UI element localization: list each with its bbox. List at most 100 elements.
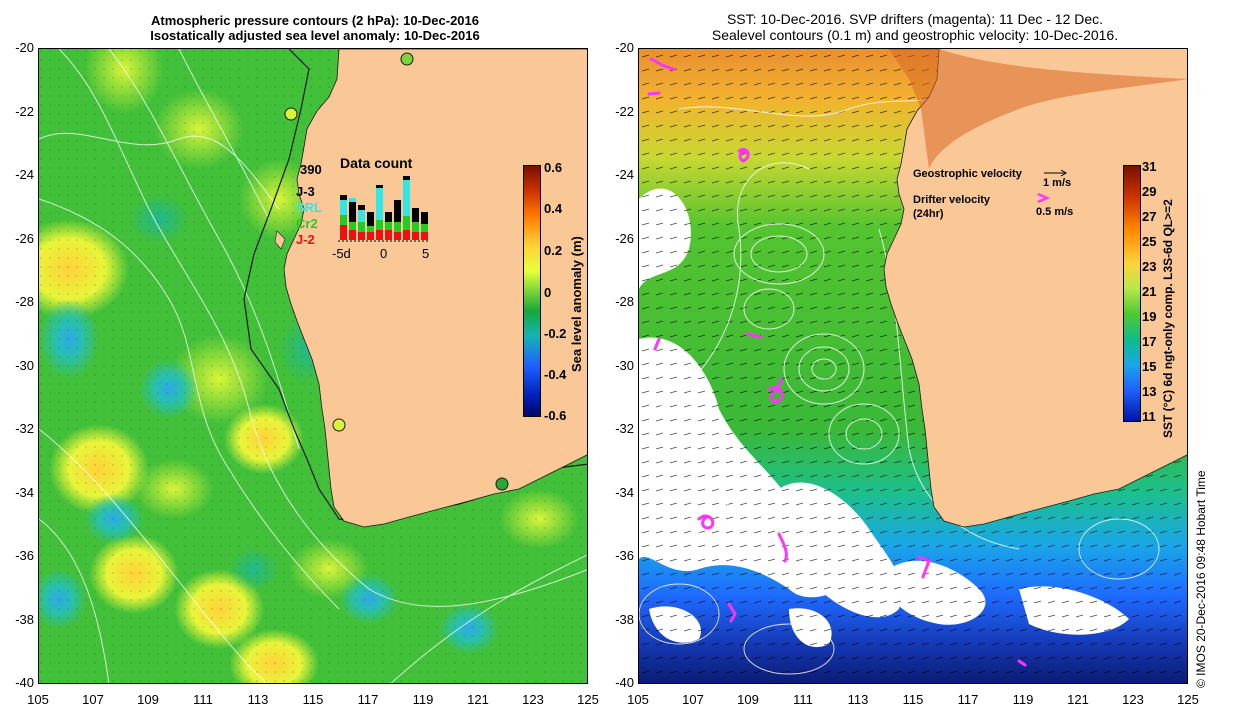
legend-j3: J-3 xyxy=(296,184,315,199)
sla-tick-3: 0 xyxy=(544,285,552,300)
sla-colorbar xyxy=(523,165,541,417)
left-xlabel-8: 121 xyxy=(467,692,489,707)
left-xlabel-9: 123 xyxy=(522,692,544,707)
right-title-line1: SST: 10-Dec-2016. SVP drifters (magenta)… xyxy=(726,11,1104,27)
right-xlabel-2: 109 xyxy=(737,692,759,707)
drifter-track-4 xyxy=(697,514,715,530)
bar-day-m1 xyxy=(376,185,383,240)
legend-cr2: Cr2 xyxy=(296,216,318,231)
right-xlabel-3: 111 xyxy=(793,692,813,707)
left-ylabel-0: -20 xyxy=(15,40,34,55)
bar-day-m2 xyxy=(367,212,374,240)
left-ylabel-1: -22 xyxy=(15,104,34,119)
sla-tick-2: 0.2 xyxy=(544,243,563,258)
drifter-track-2 xyxy=(737,147,750,163)
left-xlabel-7: 119 xyxy=(412,692,434,707)
sla-tick-4: -0.2 xyxy=(544,326,567,341)
left-xlabel-1: 107 xyxy=(82,692,104,707)
tide-gauge-markers xyxy=(284,52,509,491)
sst-tick-7: 17 xyxy=(1142,334,1157,349)
hist-xlabel-0: 0 xyxy=(380,246,388,261)
drifter-track-8 xyxy=(917,555,931,579)
sla-tick-6: -0.6 xyxy=(544,408,567,423)
data-count-bars xyxy=(338,176,430,242)
right-ylabel-8: -36 xyxy=(615,548,634,563)
sst-tick-5: 21 xyxy=(1142,284,1157,299)
right-ylabel-2: -24 xyxy=(615,167,634,182)
left-xlabel-6: 117 xyxy=(357,692,379,707)
data-count-total: 390 xyxy=(300,162,322,177)
right-ylabel-10: -40 xyxy=(615,675,634,690)
pressure-contours xyxy=(39,49,587,683)
bar-day-0 xyxy=(385,212,392,240)
right-title-line2: Sealevel contours (0.1 m) and geostrophi… xyxy=(711,27,1119,43)
left-map-title: Atmospheric pressure contours (2 hPa): 1… xyxy=(40,13,590,43)
bar-day-m4 xyxy=(349,198,356,240)
left-xlabel-5: 115 xyxy=(302,692,324,707)
sst-tick-9: 13 xyxy=(1142,384,1157,399)
sst-tick-2: 27 xyxy=(1142,209,1157,224)
sea-level-map-svg xyxy=(39,49,587,683)
sst-tick-8: 15 xyxy=(1142,359,1157,374)
bar-day-3 xyxy=(412,208,419,240)
right-xlabel-9: 123 xyxy=(1122,692,1144,707)
left-ylabel-4: -28 xyxy=(15,294,34,309)
right-xlabel-4: 113 xyxy=(847,692,869,707)
left-ylabel-10: -40 xyxy=(15,675,34,690)
drifter-track-5 xyxy=(777,532,788,563)
sst-tick-10: 11 xyxy=(1142,409,1156,424)
drifter-track-11 xyxy=(745,332,763,339)
sea-level-anomaly-map xyxy=(38,48,588,684)
left-ylabel-8: -36 xyxy=(15,548,34,563)
right-ylabel-1: -22 xyxy=(615,104,634,119)
drifter-track-7 xyxy=(727,602,737,623)
warm-sst-north xyxy=(789,49,1187,169)
drifter-track-3 xyxy=(767,377,784,404)
drifter-track-1 xyxy=(649,57,676,71)
bar-day-m5 xyxy=(340,195,347,240)
bar-day-m3 xyxy=(358,205,365,240)
drifter-velocity-period: (24hr) xyxy=(913,208,944,220)
right-ylabel-0: -20 xyxy=(615,40,634,55)
sst-tick-6: 19 xyxy=(1142,309,1157,324)
left-title-line2: Isostatically adjusted sea level anomaly… xyxy=(150,28,480,43)
legend-srl: SRL xyxy=(296,200,322,215)
australia-land-sst xyxy=(883,49,1187,528)
right-xlabel-8: 121 xyxy=(1067,692,1089,707)
hist-xlabel-5: 5 xyxy=(422,246,430,261)
right-xlabel-6: 117 xyxy=(957,692,979,707)
left-xlabel-2: 109 xyxy=(137,692,159,707)
right-ylabel-9: -38 xyxy=(615,612,634,627)
left-ylabel-9: -38 xyxy=(15,612,34,627)
bar-day-2 xyxy=(403,176,410,240)
sst-colorbar-label: SST (°C) 6d ngt-only comp. L3S-6d QL>=2 xyxy=(1161,199,1175,438)
sst-tick-1: 29 xyxy=(1142,184,1157,199)
right-ylabel-4: -28 xyxy=(615,294,634,309)
left-xlabel-10: 125 xyxy=(577,692,599,707)
right-ylabel-3: -26 xyxy=(615,231,634,246)
right-xlabel-5: 115 xyxy=(902,692,924,707)
legend-j2: J-2 xyxy=(296,232,315,247)
sst-tick-3: 25 xyxy=(1142,234,1157,249)
left-xlabel-0: 105 xyxy=(27,692,49,707)
right-map-title: SST: 10-Dec-2016. SVP drifters (magenta)… xyxy=(640,11,1190,43)
north-land-edge xyxy=(639,49,1187,79)
sla-tick-5: -0.4 xyxy=(544,367,567,382)
geostrophic-velocity-arrow-icon xyxy=(1044,169,1067,177)
left-title-line1: Atmospheric pressure contours (2 hPa): 1… xyxy=(151,13,479,28)
sst-tick-0: 31 xyxy=(1142,159,1157,174)
left-ylabel-7: -34 xyxy=(15,485,34,500)
svp-drifter-tracks xyxy=(647,57,1027,667)
sst-tick-4: 23 xyxy=(1142,259,1157,274)
left-xlabel-4: 113 xyxy=(247,692,269,707)
geostrophic-velocity-scale: 1 m/s xyxy=(1043,177,1072,189)
data-count-title: Data count xyxy=(340,155,413,171)
left-ylabel-2: -24 xyxy=(15,167,34,182)
sla-tick-0: 0.6 xyxy=(544,160,563,175)
right-ylabel-7: -34 xyxy=(615,485,634,500)
right-xlabel-0: 105 xyxy=(627,692,649,707)
right-ylabel-6: -32 xyxy=(615,421,634,436)
bar-day-4 xyxy=(421,212,428,240)
left-ylabel-3: -26 xyxy=(15,231,34,246)
sst-colorbar xyxy=(1123,165,1141,422)
